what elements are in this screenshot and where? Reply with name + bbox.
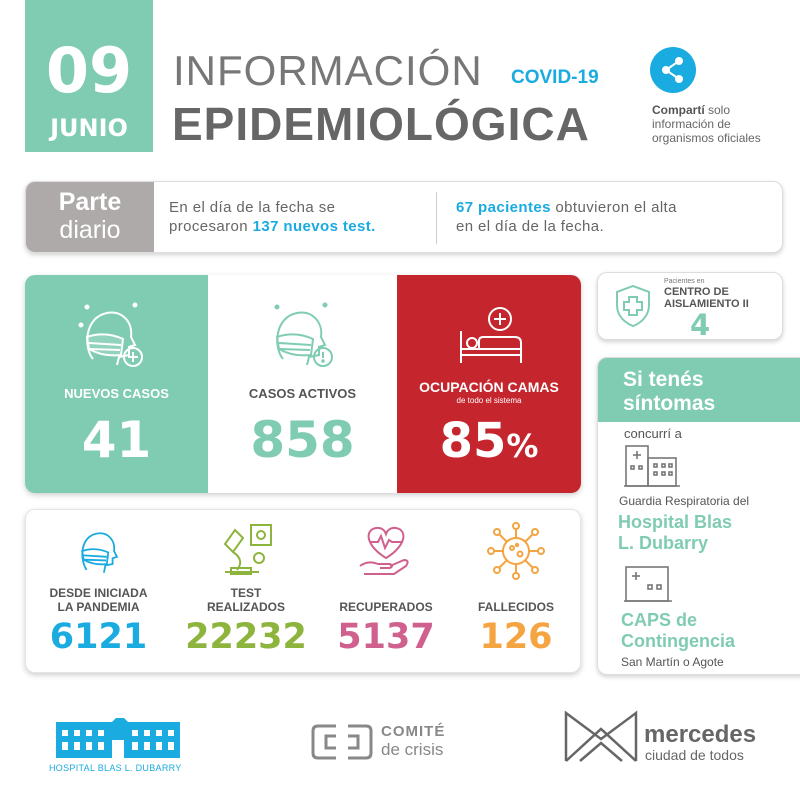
totals-card: DESDE INICIADA LA PANDEMIA 6121 TEST REA…	[25, 509, 581, 673]
test-label: TEST REALIZADOS	[171, 586, 321, 614]
ocupacion-camas-panel: OCUPACIÓN CAMAS de todo el sistema 85%	[397, 275, 581, 493]
fallecidos-label: FALLECIDOS	[477, 600, 554, 614]
hospital-logo-text: HOSPITAL BLAS L. DUBARRY	[49, 763, 182, 773]
test-label-1: TEST	[230, 586, 262, 600]
share-message: Compartí solo información de organismos …	[652, 103, 792, 145]
parte-tests-line-1: En el día de la fecha se	[169, 199, 336, 216]
parte-diario-bar: Parte diario En el día de la fecha se pr…	[25, 181, 783, 253]
virus-icon	[485, 520, 547, 586]
hospital-logo	[50, 716, 186, 764]
title-covid-tag: COVID-19	[511, 67, 599, 88]
sintomas-title-1: Si tenés	[623, 368, 704, 391]
test-label-2: REALIZADOS	[207, 600, 285, 614]
aislamiento-pre: Pacientes en	[664, 278, 705, 285]
nuevos-casos-value: 41	[81, 411, 152, 469]
aislamiento-title: CENTRO DE AISLAMIENTO II	[664, 286, 749, 310]
sintomas-caps: CAPS de Contingencia	[621, 610, 735, 652]
ocupacion-camas-sub: de todo el sistema	[456, 396, 522, 405]
sintomas-hospital: Hospital Blas L. Dubarry	[618, 512, 732, 554]
comite-logo-title: COMITÉ	[381, 723, 446, 740]
pandemia-value: 6121	[49, 617, 148, 657]
aislamiento-card: Pacientes en CENTRO DE AISLAMIENTO II 4	[597, 272, 783, 340]
mercedes-logo-icon	[562, 709, 640, 769]
recuperados-stat: RECUPERADOS 5137	[321, 510, 451, 672]
recuperados-value: 5137	[337, 617, 435, 657]
date-badge: 09 JUNIO	[25, 0, 153, 152]
caps-building-icon	[624, 563, 672, 607]
nuevos-casos-label: NUEVOS CASOS	[64, 386, 169, 401]
sintomas-direccion: San Martín o Agote	[621, 655, 724, 669]
title-line-1: INFORMACIÓN	[173, 47, 483, 94]
ocupacion-camas-value-wrap: 85%	[397, 417, 581, 465]
sintomas-caps-2: Contingencia	[621, 631, 736, 651]
sintomas-concurri: concurrí a	[624, 426, 682, 441]
mercedes-logo-sub: ciudad de todos	[645, 747, 744, 763]
masked-face-plus-icon	[73, 297, 153, 381]
parte-tests-count: 137 nuevos test.	[252, 218, 376, 235]
fallecidos-stat: FALLECIDOS 126	[451, 510, 581, 672]
casos-activos-panel: CASOS ACTIVOS 858	[208, 275, 397, 493]
date-month: JUNIO	[50, 114, 128, 142]
parte-altas-count: 67 pacientes	[456, 199, 551, 216]
parte-label-2: diario	[59, 216, 121, 244]
hospital-bed-icon	[455, 305, 527, 373]
pandemia-label-1: DESDE INICIADA	[49, 586, 148, 600]
sintomas-card: Si tenés síntomas concurrí a Guardia Res…	[597, 357, 800, 675]
share-line-3: organismos oficiales	[652, 131, 761, 145]
hospital-building-icon	[624, 444, 680, 492]
ocupacion-camas-unit: %	[506, 427, 539, 465]
main-stats-card: NUEVOS CASOS 41 CASOS ACTIVOS 858	[25, 275, 581, 493]
test-stat: TEST REALIZADOS 22232	[171, 510, 321, 672]
recuperados-label: RECUPERADOS	[339, 600, 433, 614]
ocupacion-camas-value: 85	[439, 413, 507, 469]
share-icon[interactable]	[650, 47, 696, 93]
parte-altas-text: 67 pacientes obtuvieron el alta en el dí…	[456, 198, 677, 236]
parte-divider	[436, 192, 437, 244]
sintomas-title-2: síntomas	[623, 392, 716, 415]
date-day: 09	[45, 34, 133, 107]
fallecidos-value: 126	[479, 617, 553, 657]
aislamiento-value: 4	[690, 308, 711, 342]
comite-logo-sub: de crisis	[381, 740, 444, 759]
masked-face-icon	[72, 522, 130, 584]
microscope-icon	[219, 522, 275, 584]
pandemia-stat: DESDE INICIADA LA PANDEMIA 6121	[26, 510, 171, 672]
parte-diario-label: Parte diario	[26, 182, 154, 252]
casos-activos-value: 858	[250, 411, 355, 469]
comite-logo-icon	[310, 722, 374, 766]
share-line-2: información de	[652, 117, 731, 131]
pandemia-label-2: LA PANDEMIA	[57, 600, 140, 614]
share-bold: Compartí	[652, 103, 705, 117]
parte-altas-rest: obtuvieron el alta	[550, 199, 677, 216]
parte-tests-text: En el día de la fecha se procesaron 137 …	[169, 198, 376, 236]
parte-label-1: Parte	[58, 188, 122, 216]
pandemia-label: DESDE INICIADA LA PANDEMIA	[26, 586, 171, 614]
sintomas-title: Si tenés síntomas	[623, 368, 715, 416]
casos-activos-label: CASOS ACTIVOS	[248, 386, 357, 401]
aislamiento-title-2: AISLAMIENTO II	[664, 298, 749, 310]
nuevos-casos-panel: NUEVOS CASOS 41	[25, 275, 208, 493]
sintomas-guardia: Guardia Respiratoria del	[619, 494, 750, 508]
sintomas-caps-1: CAPS de	[621, 610, 698, 630]
share-rest: solo	[704, 103, 731, 117]
sintomas-hospital-2: L. Dubarry	[618, 533, 709, 553]
sintomas-hospital-1: Hospital Blas	[618, 512, 733, 532]
parte-tests-mid: procesaron	[169, 218, 253, 235]
sintomas-header: Si tenés síntomas	[598, 358, 800, 422]
ocupacion-camas-label: OCUPACIÓN CAMAS	[419, 379, 559, 395]
heart-hand-icon	[356, 522, 416, 582]
title-line-2: EPIDEMIOLÓGICA	[172, 98, 590, 150]
masked-face-alert-icon	[263, 297, 343, 381]
shield-cross-icon	[613, 283, 653, 333]
parte-altas-line-2: en el día de la fecha.	[456, 218, 605, 235]
aislamiento-title-1: CENTRO DE	[664, 286, 729, 298]
mercedes-logo-title: mercedes	[644, 721, 757, 748]
test-value: 22232	[185, 617, 307, 657]
